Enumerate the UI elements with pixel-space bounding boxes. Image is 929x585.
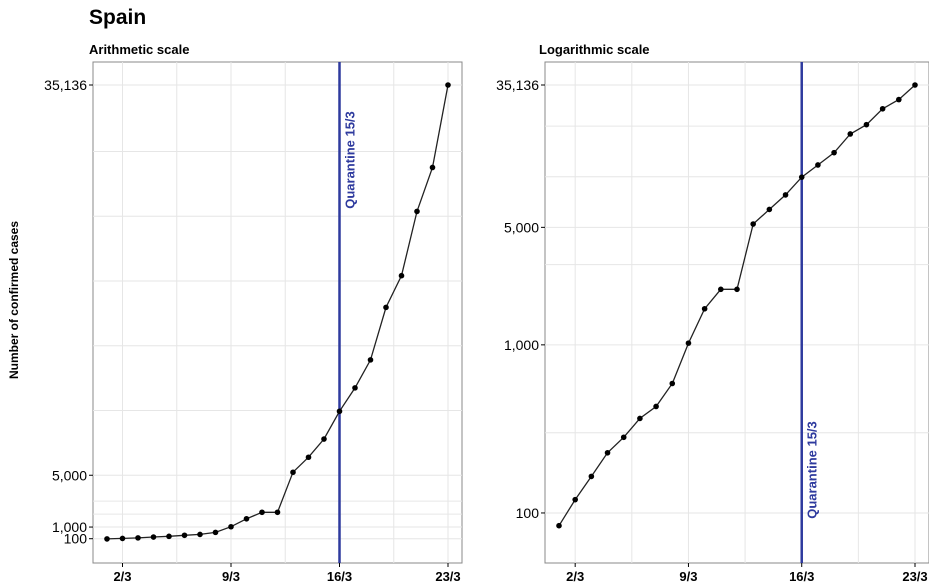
y-tick-label-arith: 35,136 [44,77,87,93]
data-point-arith [429,164,436,171]
y-tick-label-log: 5,000 [504,219,539,235]
data-point-arith [414,208,420,215]
data-point-log [766,206,773,213]
x-tick-label-arith: 9/3 [222,569,240,584]
data-point-log [685,340,692,346]
plot-frame-log [544,61,929,564]
quarantine-label-arith: Quarantine 15/3 [343,111,358,209]
data-point-arith [259,509,265,516]
y-tick-label-arith: 5,000 [52,467,87,483]
data-point-log [912,82,918,88]
x-tick-label-arith: 23/3 [435,569,460,584]
data-point-arith [181,532,188,539]
data-point-arith [104,536,110,542]
data-point-arith [150,534,157,540]
panel-title-arithmetic: Arithmetic scale [89,42,190,57]
y-tick-label-log: 1,000 [504,337,539,353]
data-point-arith [367,357,374,363]
data-point-log [701,305,708,312]
data-point-log [750,221,756,227]
data-point-arith [290,469,296,476]
data-point-arith [243,515,250,522]
data-point-arith [352,385,358,391]
data-point-log [669,380,676,387]
data-point-log [847,131,854,137]
data-point-arith [274,509,281,516]
plot-frame-arith [92,61,463,564]
data-point-arith [166,533,172,540]
data-point-log [637,415,643,422]
data-point-log [718,286,724,293]
data-point-log [815,162,821,168]
y-tick-label-arith: 100 [64,531,88,547]
data-point-log [831,149,837,156]
data-point-log [604,449,611,456]
data-point-log [653,403,659,410]
x-tick-label-log: 9/3 [679,569,697,584]
data-point-arith [135,535,141,541]
data-point-arith [228,523,234,530]
data-point-arith [212,529,219,536]
quarantine-label-log: Quarantine 15/3 [805,421,820,519]
data-point-log [896,96,902,103]
data-point-log [798,174,805,180]
x-tick-label-arith: 2/3 [113,569,131,584]
data-point-log [782,192,789,198]
x-tick-label-log: 16/3 [789,569,814,584]
data-point-log [620,434,627,441]
data-point-log [588,473,595,480]
series-line-log [558,84,916,527]
data-point-arith [305,454,312,461]
x-tick-label-log: 2/3 [566,569,584,584]
data-point-arith [383,304,389,311]
x-tick-label-log: 23/3 [902,569,927,584]
data-point-arith [398,272,405,279]
x-tick-label-arith: 16/3 [327,569,352,584]
data-point-log [879,105,886,112]
data-point-log [863,121,870,128]
data-point-arith [119,535,126,542]
data-point-log [734,286,740,293]
data-point-arith [336,408,343,415]
panel-title-logarithmic: Logarithmic scale [539,42,650,57]
data-point-log [556,522,562,529]
y-tick-label-log: 35,136 [496,77,539,93]
data-point-arith [445,82,451,88]
series-line-arith [106,84,449,540]
data-point-log [572,496,578,503]
y-tick-label-log: 100 [516,505,540,521]
data-point-arith [197,531,203,538]
data-point-arith [321,436,327,442]
figure-title: Spain [89,6,147,29]
y-tick-label-arith: 1,000 [52,519,87,535]
